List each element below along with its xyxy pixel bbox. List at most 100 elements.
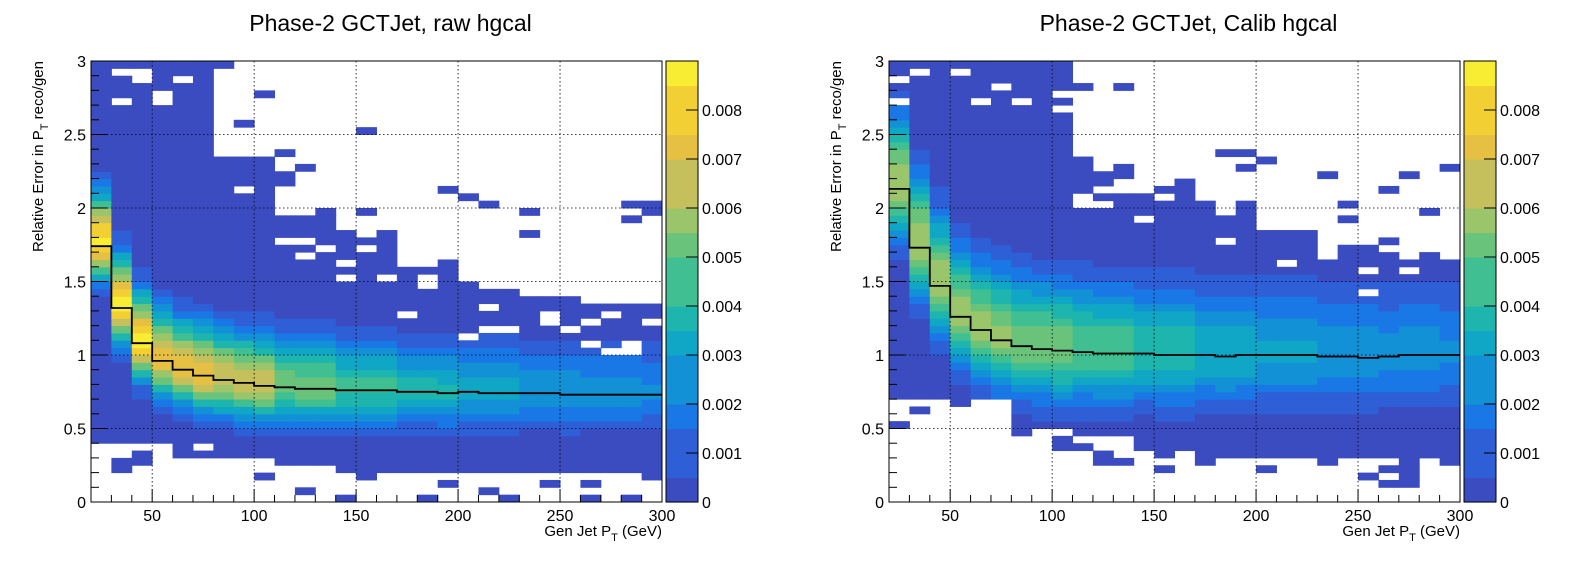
heatmap-cell — [1154, 391, 1175, 400]
heatmap-cell — [1358, 310, 1379, 319]
heatmap-cell — [1439, 450, 1461, 459]
color-bar-step — [1464, 257, 1496, 283]
heatmap-cell — [91, 237, 112, 246]
heatmap-cell — [1031, 377, 1053, 385]
heatmap-cell — [356, 421, 377, 429]
heatmap-cell — [192, 340, 214, 349]
heatmap-cell — [929, 296, 951, 305]
heatmap-cell — [950, 310, 972, 319]
heatmap-cell — [889, 83, 910, 91]
heatmap-cell — [1052, 310, 1074, 319]
heatmap-cell — [233, 332, 255, 341]
heatmap-cell — [929, 141, 951, 150]
heatmap-cell — [970, 112, 992, 121]
heatmap-cell — [970, 310, 992, 319]
heatmap-cell — [539, 479, 561, 488]
heatmap-cell — [396, 413, 418, 422]
heatmap-cell — [1052, 163, 1074, 172]
heatmap-cell — [600, 369, 622, 378]
heatmap-cell — [1174, 222, 1196, 231]
heatmap-cell — [1439, 266, 1461, 275]
axis-ticks — [90, 60, 663, 503]
heatmap-cell — [1052, 296, 1074, 305]
heatmap-cell — [1337, 369, 1359, 378]
heatmap-cell — [1378, 340, 1400, 349]
heatmap-cell — [1378, 332, 1400, 341]
heatmap-cell — [1358, 259, 1379, 268]
heatmap-cell — [539, 421, 561, 429]
heatmap-cell — [396, 450, 418, 459]
heatmap-cell — [1072, 303, 1094, 312]
heatmap-cell — [970, 185, 992, 194]
heatmap-cell — [1174, 281, 1196, 290]
heatmap-cell — [929, 171, 951, 180]
heatmap-cell — [1133, 391, 1155, 400]
color-bar-label: 0.006 — [1500, 201, 1540, 218]
heatmap-cell — [1011, 83, 1033, 91]
heatmap-cell — [396, 325, 418, 334]
heatmap-cell — [1419, 303, 1441, 312]
heatmap-cell — [641, 369, 663, 378]
heatmap-cell — [950, 303, 972, 312]
heatmap-cell — [1113, 193, 1135, 202]
heatmap-cell — [213, 332, 235, 341]
heatmap-cell — [274, 149, 296, 158]
heatmap-cell — [417, 457, 439, 466]
heatmap-cell — [1092, 332, 1114, 341]
heatmap-cell — [1358, 435, 1379, 444]
heatmap-cell — [950, 288, 972, 297]
heatmap-cell — [315, 296, 337, 305]
heatmap-cell — [172, 413, 194, 422]
heatmap-cell — [519, 435, 541, 444]
color-bar-step — [1464, 183, 1496, 209]
heatmap-cell — [274, 178, 296, 187]
heatmap-cell — [580, 384, 602, 393]
heatmap-cell — [1072, 443, 1094, 452]
heatmap-cell — [478, 465, 500, 474]
heatmap-cell — [990, 281, 1012, 290]
heatmap-cell — [294, 406, 316, 415]
heatmap-cell — [254, 193, 276, 202]
heatmap-cell — [111, 208, 133, 216]
heatmap-cell — [1337, 252, 1359, 260]
heatmap-cell — [1235, 399, 1257, 407]
heatmap-cell — [498, 332, 520, 341]
heatmap-cell — [152, 178, 174, 187]
heatmap-cell — [580, 332, 602, 341]
heatmap-cell — [519, 406, 541, 415]
heatmap-cell — [1154, 281, 1175, 290]
heatmap-cell — [111, 193, 133, 202]
heatmap-cell — [172, 266, 194, 275]
color-bar-step — [666, 404, 698, 430]
heatmap-cell — [192, 105, 214, 113]
heatmap-cell — [458, 340, 479, 349]
color-bar-step — [1464, 306, 1496, 332]
heatmap-cell — [1133, 281, 1155, 290]
heatmap-cell — [172, 428, 194, 437]
heatmap-cell — [274, 362, 296, 371]
heatmap-cell — [315, 443, 337, 452]
heatmap-cell — [213, 61, 235, 69]
heatmap-cell — [539, 355, 561, 363]
heatmap-cell — [641, 450, 663, 459]
heatmap-cell — [1419, 406, 1441, 415]
x-tick-label: 250 — [1345, 508, 1372, 525]
heatmap-cell — [213, 244, 235, 253]
heatmap-cell — [172, 119, 194, 128]
heatmap-cell — [478, 443, 500, 452]
heatmap-cell — [990, 163, 1012, 172]
heatmap-cell — [580, 413, 602, 422]
heatmap-cell — [91, 325, 112, 334]
heatmap-cell — [254, 472, 276, 481]
heatmap-cell — [458, 303, 479, 312]
heatmap-cell — [152, 413, 174, 422]
heatmap-cell — [1174, 288, 1196, 297]
heatmap-cell — [950, 171, 972, 180]
heatmap-cell — [192, 435, 214, 444]
heatmap-cell — [1378, 450, 1400, 459]
heatmap-cell — [1031, 237, 1053, 246]
heatmap-cell — [437, 391, 459, 400]
heatmap-cell — [478, 428, 500, 437]
heatmap-cell — [1378, 399, 1400, 407]
heatmap-cell — [192, 222, 214, 231]
